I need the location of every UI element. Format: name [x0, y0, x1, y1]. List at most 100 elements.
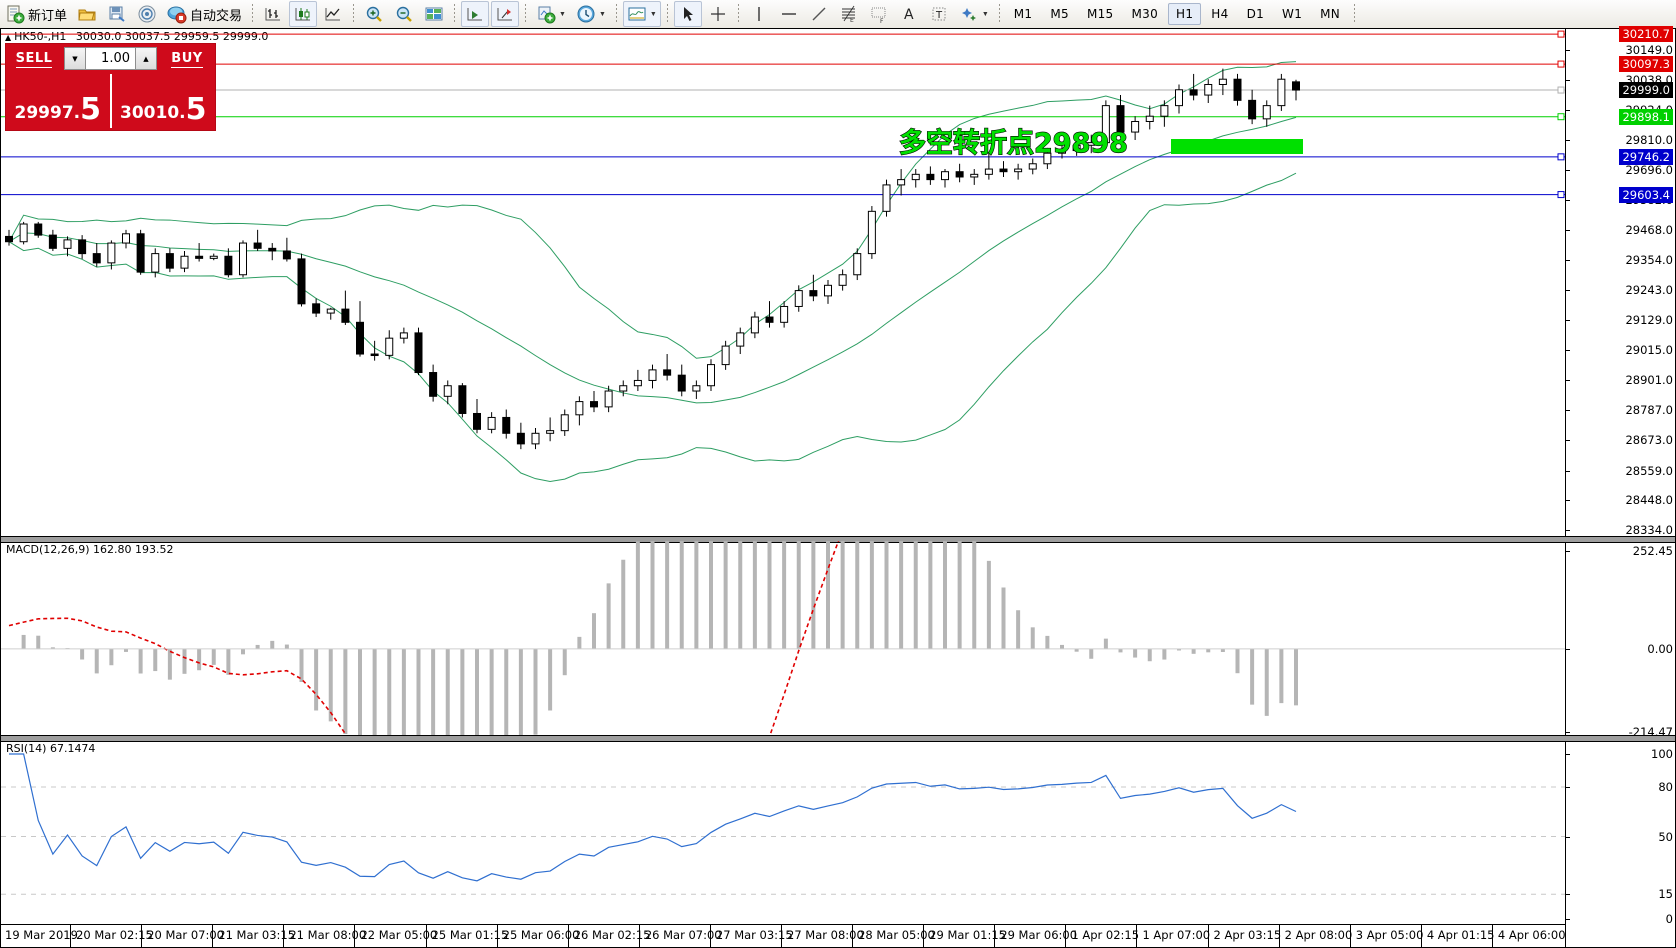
volume-dropdown-button[interactable]: ▼: [64, 47, 86, 70]
chevron-down-icon[interactable]: ▼: [981, 10, 989, 18]
timeframe-h4[interactable]: H4: [1211, 7, 1229, 21]
price-level-label[interactable]: 30210.7: [1619, 26, 1673, 43]
time-axis-label: 26 Mar 07:00: [644, 928, 722, 942]
sell-button[interactable]: SELL: [6, 44, 62, 74]
price-tick-label: 29129.0: [1625, 312, 1673, 327]
bar-chart-button[interactable]: [259, 1, 287, 27]
volume-increase-button[interactable]: ▲: [135, 47, 157, 70]
time-axis-label: 21 Mar 03:15: [218, 928, 296, 942]
rsi-tick-label: 15: [1658, 887, 1673, 902]
timeframe-m5[interactable]: M5: [1050, 7, 1069, 21]
price-level-label[interactable]: 29999.0: [1619, 82, 1673, 99]
channel-button[interactable]: F: [865, 1, 893, 27]
chevron-down-icon[interactable]: ▼: [559, 10, 566, 18]
time-axis[interactable]: 19 Mar 2019 20 Mar 02:15 20 Mar 07:00 21 Ma…: [1, 924, 1566, 947]
volume-stepper[interactable]: ▼ 1.00 ▲: [64, 47, 157, 70]
chart-annotation-text[interactable]: 多空转折点29898: [898, 127, 1128, 159]
add-indicator-button[interactable]: ▼: [532, 1, 570, 27]
price-level-label[interactable]: 29898.1: [1619, 108, 1673, 125]
shift-chart-button[interactable]: [461, 1, 490, 27]
toolbar-separator: [666, 4, 668, 24]
time-axis-label: 1 Apr 07:00: [1142, 928, 1211, 942]
timeframe-m30[interactable]: M30: [1131, 7, 1159, 21]
time-axis-label: 3 Apr 05:00: [1355, 928, 1424, 942]
timeframe-h1[interactable]: H1: [1168, 3, 1202, 25]
open-chart-button[interactable]: [73, 1, 101, 27]
cursor-tool-button[interactable]: [673, 1, 702, 27]
zoom-in-button[interactable]: [360, 1, 388, 27]
time-axis-separator: [638, 925, 640, 947]
sell-price[interactable]: 29997 . 5: [6, 74, 110, 128]
timeframe-mn[interactable]: MN: [1320, 7, 1341, 21]
chevron-down-icon[interactable]: ▼: [649, 10, 657, 18]
chevron-down-icon[interactable]: ▼: [598, 10, 606, 18]
price-level-label[interactable]: 29603.4: [1619, 186, 1673, 203]
pane-divider-macd[interactable]: [1, 536, 1675, 543]
auto-trading-button[interactable]: 自动交易: [163, 1, 246, 27]
price-tick-mark: [1566, 50, 1570, 52]
text-tool-button[interactable]: A: [895, 1, 923, 27]
vertical-line-button[interactable]: [745, 1, 773, 27]
shapes-button[interactable]: ▼: [955, 1, 993, 27]
one-click-trading-panel[interactable]: SELL ▼ 1.00 ▲ BUY 29997: [5, 43, 216, 131]
time-axis-label: 20 Mar 02:15: [76, 928, 153, 942]
macd-tick-mark: [1566, 648, 1570, 650]
time-axis-label: 27 Mar 08:00: [787, 928, 864, 942]
auto-scroll-button[interactable]: [491, 1, 520, 27]
macd-pane[interactable]: MACD(12,26,9) 162.80 193.52: [1, 541, 1565, 738]
price-level-label[interactable]: 30097.3: [1619, 56, 1673, 73]
buy-button[interactable]: BUY: [159, 44, 215, 74]
line-chart-button[interactable]: [319, 1, 347, 27]
pane-divider-rsi[interactable]: [1, 735, 1675, 742]
timeframe-d1[interactable]: D1: [1246, 7, 1265, 21]
zoom-out-button[interactable]: [390, 1, 418, 27]
save-chart-button[interactable]: [103, 1, 131, 27]
trendline-button[interactable]: [805, 1, 833, 27]
price-pane[interactable]: 多空转折点29898: [1, 29, 1565, 539]
price-tick-mark: [1566, 230, 1570, 232]
price-axis[interactable]: 30149.030038.029924.029810.029696.029582…: [1565, 26, 1675, 947]
collapse-triangle-icon[interactable]: ▲: [5, 33, 12, 42]
chart-window[interactable]: ▲ HK50-,H1 30030.0 30037.5 29959.5 29999.…: [0, 26, 1676, 948]
price-tick-mark: [1566, 499, 1570, 501]
chart-symbol-header: ▲ HK50-,H1 30030.0 30037.5 29959.5 29999.…: [5, 30, 268, 43]
buy-button-label: BUY: [171, 50, 203, 68]
price-tick-mark: [1566, 109, 1570, 111]
time-axis-label: 1 Apr 02:15: [1071, 928, 1140, 942]
buy-price-frac: 5: [185, 91, 207, 127]
crosshair-tool-button[interactable]: [704, 1, 732, 27]
signal-button[interactable]: [133, 1, 161, 27]
chevron-up-icon: ▲: [143, 54, 149, 63]
buy-price[interactable]: 30010 . 5: [109, 74, 216, 128]
timeframe-m1[interactable]: M1: [1013, 7, 1033, 21]
price-tick-label: 28901.0: [1625, 373, 1673, 388]
chart-grid-button[interactable]: [420, 1, 448, 27]
volume-input[interactable]: 1.00: [86, 47, 135, 70]
label-tool-button[interactable]: T: [925, 1, 953, 27]
new-order-button[interactable]: 新订单: [1, 1, 71, 27]
toolbar-separator: [615, 4, 617, 24]
chart-grid-icon: [424, 4, 444, 24]
time-axis-label: 26 Mar 02:15: [573, 928, 651, 942]
templates-button[interactable]: ▼: [622, 1, 661, 27]
highlight-rectangle[interactable]: [1171, 139, 1303, 154]
macd-tick-label: 252.45: [1632, 544, 1673, 558]
toolbar-separator: [252, 4, 254, 24]
time-axis-separator: [1278, 925, 1280, 947]
time-axis-label: 29 Mar 06:00: [1000, 928, 1078, 942]
fibo-icon: E: [839, 4, 859, 24]
price-level-label[interactable]: 29746.2: [1619, 148, 1673, 165]
time-axis-separator: [1420, 925, 1422, 947]
toolbar-separator: [737, 4, 739, 24]
fibonacci-button[interactable]: E: [835, 1, 863, 27]
timeframe-w1[interactable]: W1: [1282, 7, 1303, 21]
timeframe-m15[interactable]: M15: [1086, 7, 1114, 21]
candlestick-chart-button[interactable]: [289, 1, 318, 27]
period-button[interactable]: ▼: [572, 1, 610, 27]
svg-text:T: T: [935, 10, 943, 21]
buy-price-int: 30010: [120, 103, 180, 123]
horizontal-line-button[interactable]: [775, 1, 803, 27]
rsi-tick-label: 80: [1658, 780, 1673, 794]
rsi-pane[interactable]: RSI(14) 67.1474: [1, 740, 1565, 935]
